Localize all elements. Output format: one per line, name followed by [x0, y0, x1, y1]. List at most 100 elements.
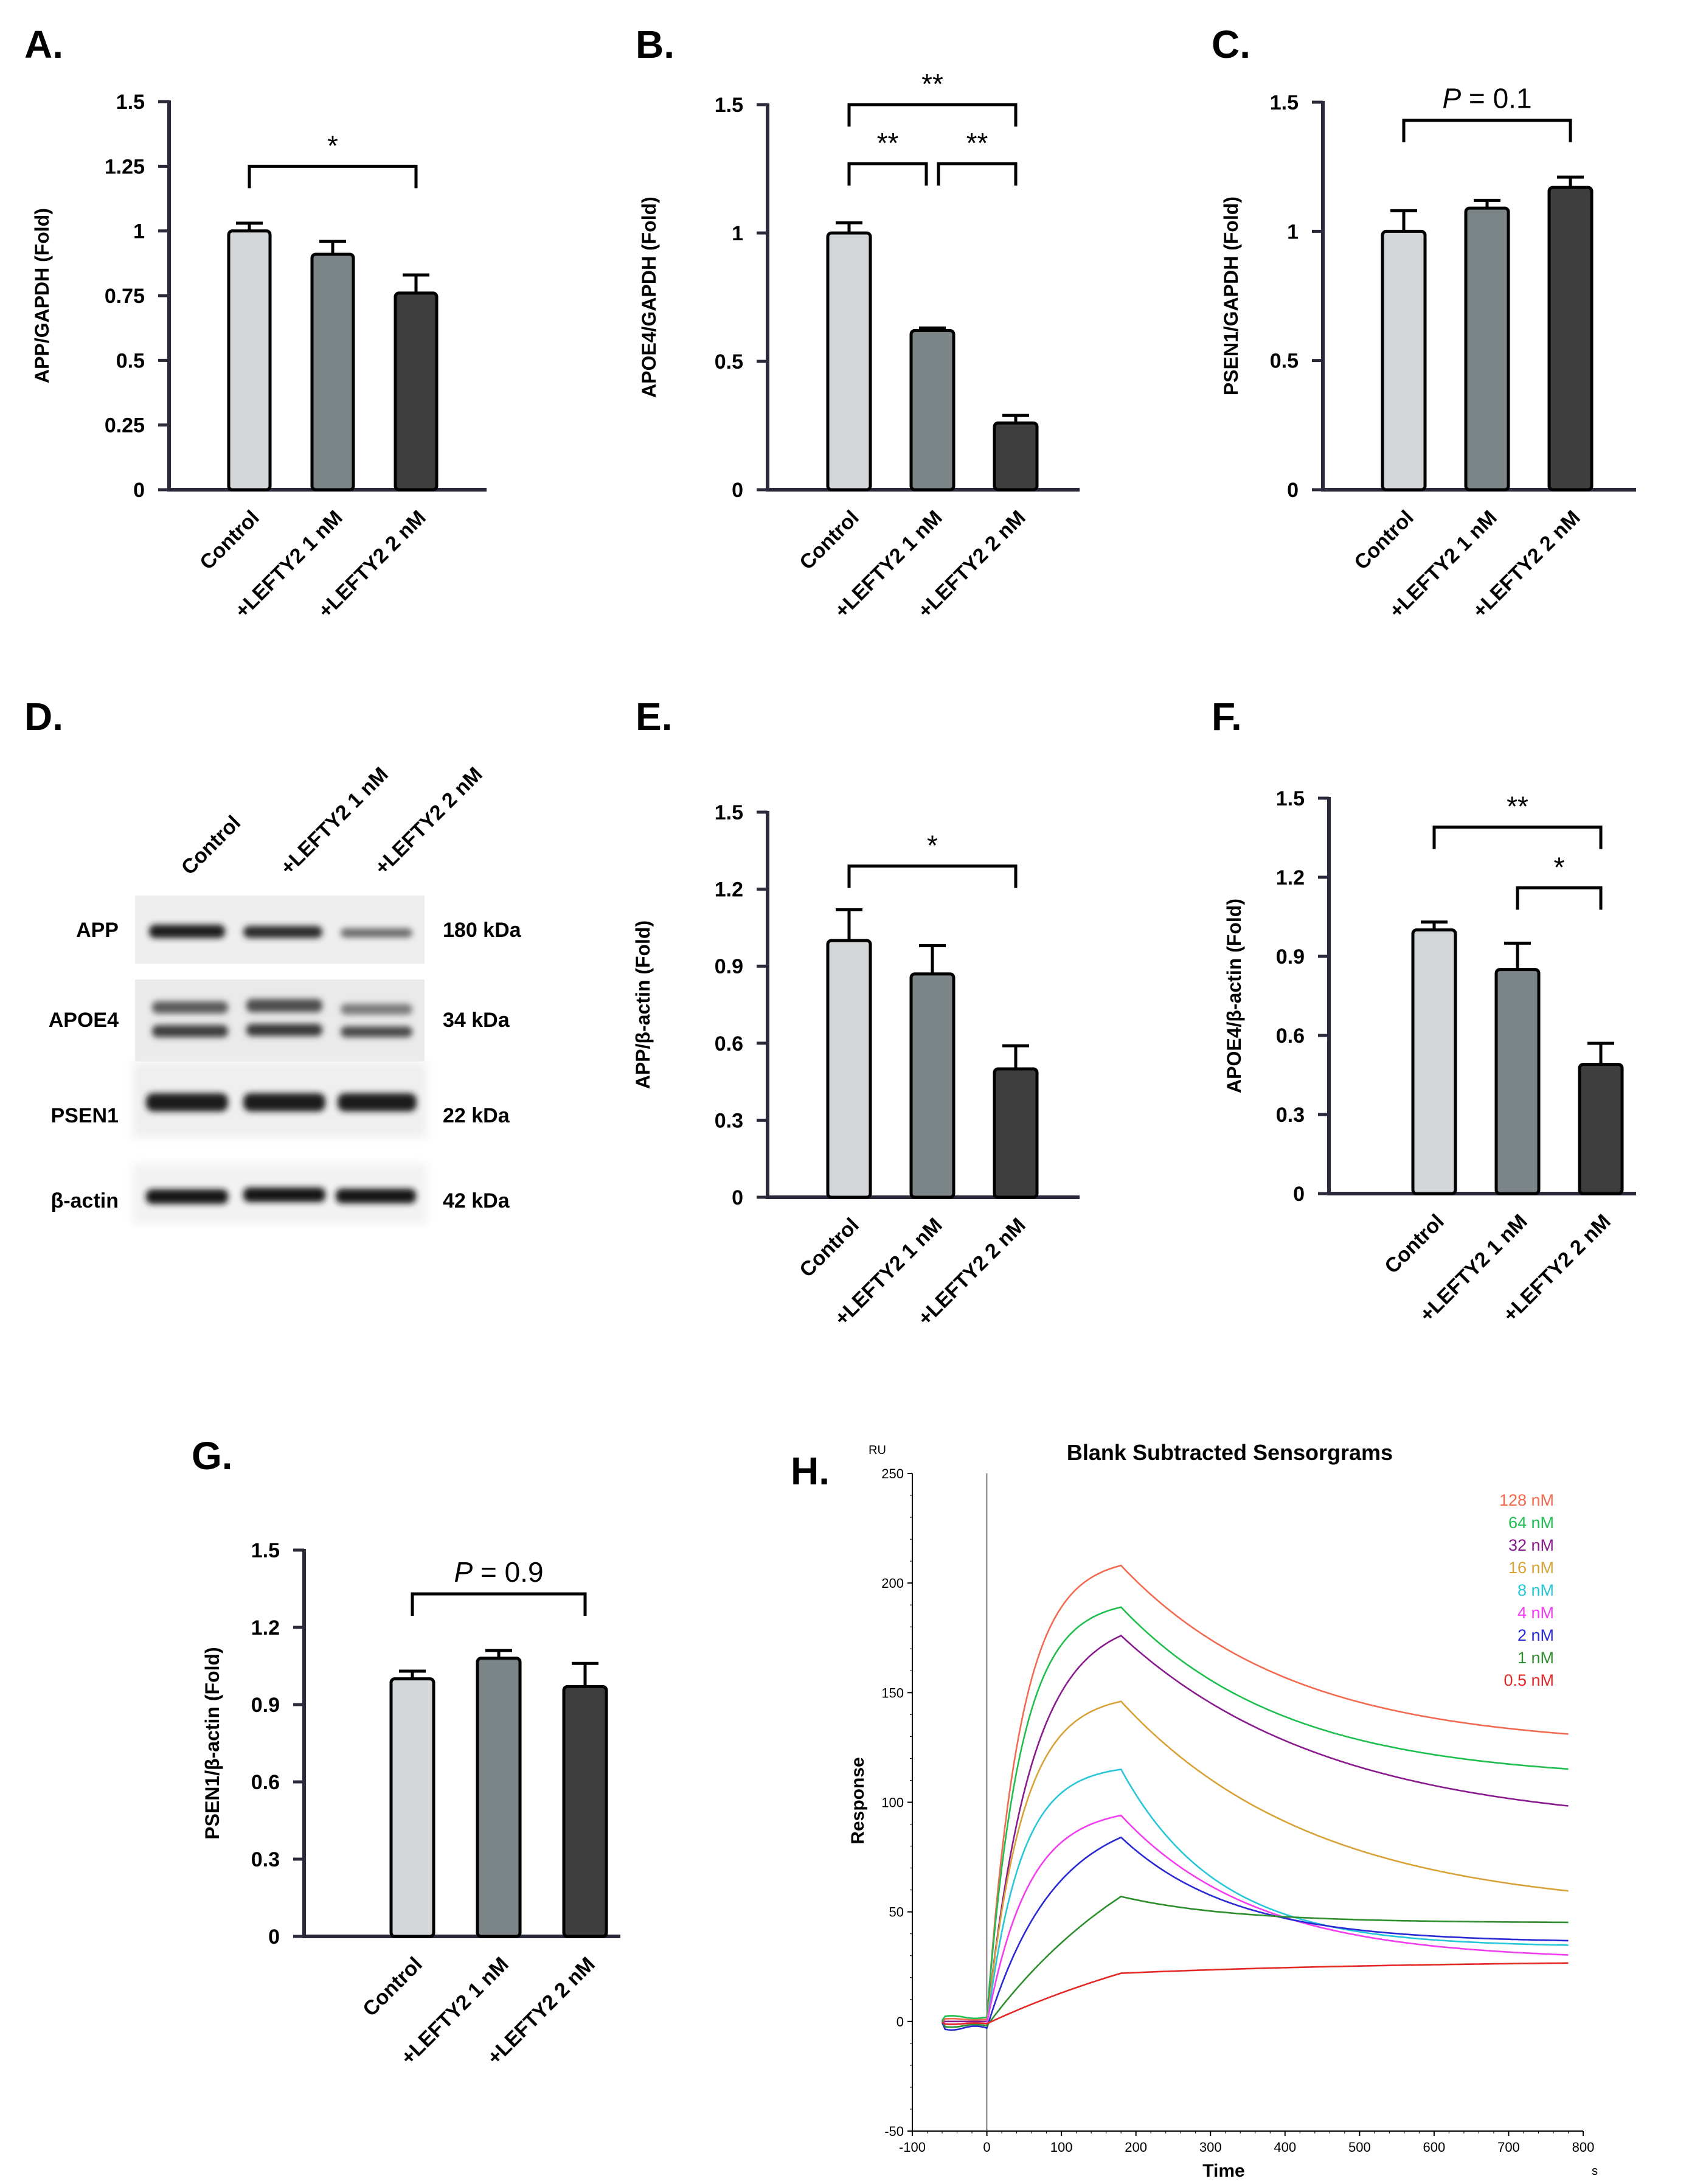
- panel-label-d: D.: [24, 695, 63, 739]
- y-tick-label: 1.2: [715, 878, 743, 902]
- x-tick-label: -100: [899, 2140, 926, 2155]
- y-tick-label: 0: [133, 479, 145, 502]
- chart-h-sensorgram: Blank Subtracted Sensorgrams RU s -50 0 50 100…: [848, 1440, 1598, 2181]
- blot-protein-label: β-actin: [51, 1189, 119, 1212]
- bar: [1464, 206, 1510, 492]
- significance-bracket: [1402, 119, 1572, 142]
- bar: [1578, 1063, 1624, 1195]
- x-tick-label: 600: [1423, 2140, 1446, 2155]
- y-tick-label: 1.25: [105, 155, 145, 178]
- bar: [394, 291, 439, 492]
- y-tick-label: 0.5: [1270, 350, 1299, 373]
- legend-entry: 1 nM: [1517, 1649, 1554, 1667]
- x-tick-label: 800: [1572, 2140, 1595, 2155]
- y-tick-label: 1.5: [1270, 91, 1299, 114]
- y-tick-label: 0: [732, 1186, 743, 1209]
- panel-label-f: F.: [1212, 695, 1242, 739]
- y-tick-label: 1.5: [715, 801, 743, 824]
- legend-entry: 2 nM: [1517, 1626, 1554, 1644]
- y-tick-label: 1.5: [715, 94, 743, 117]
- bar: [993, 1067, 1039, 1199]
- blot-band: [246, 999, 322, 1012]
- blot-strip-apoe4: [135, 979, 425, 1062]
- sensorgram-line: [941, 1836, 1569, 2031]
- x-tick-label: 500: [1348, 2140, 1371, 2155]
- blot-protein-label: APP: [76, 919, 119, 942]
- significance-bracket: [1432, 826, 1603, 849]
- y-tick-label: 1.5: [1276, 787, 1305, 810]
- y-tick-label: 0.6: [251, 1771, 280, 1794]
- sensorgram-line: [941, 1700, 1569, 2025]
- sensorgram-line: [942, 1635, 1569, 2023]
- y-tick-label: 0.75: [105, 285, 145, 308]
- blot-band: [341, 928, 412, 937]
- y-tick-label: 50: [889, 1905, 904, 1920]
- y-tick-label: 250: [881, 1466, 904, 1481]
- y-tick-label: 0.9: [251, 1694, 280, 1717]
- panel-label-h: H.: [791, 1449, 830, 1493]
- blot-band: [338, 1093, 417, 1111]
- y-tick-label: 0: [732, 479, 743, 502]
- blot-band: [341, 1026, 412, 1037]
- y-tick-label: 0.3: [715, 1109, 743, 1132]
- x-unit-label: s: [1592, 2165, 1598, 2178]
- blot-size-label: 42 kDa: [443, 1189, 510, 1212]
- x-tick-label: 100: [1050, 2140, 1073, 2155]
- y-tick-label: 0.6: [1276, 1024, 1305, 1048]
- blot-band: [146, 1189, 228, 1204]
- blot-size-label: 22 kDa: [443, 1104, 510, 1127]
- sensorgram-line: [941, 1606, 1569, 2021]
- sensorgram-line: [941, 1768, 1569, 2028]
- p-value-label: P = 0.1: [1442, 83, 1531, 114]
- y-tick-label: 0.3: [251, 1848, 280, 1871]
- y-tick-label: 1.2: [1276, 866, 1305, 889]
- y-tick-label: 0: [897, 2014, 904, 2029]
- y-tick-label: 0.9: [1276, 945, 1305, 969]
- significance-bracket: [937, 162, 1018, 186]
- y-tick-label: 1.5: [116, 91, 145, 114]
- y-tick-label: 0.3: [1276, 1104, 1305, 1127]
- y-tick-label: 150: [881, 1685, 904, 1700]
- blot-band: [149, 925, 225, 938]
- x-tick-label: 300: [1199, 2140, 1222, 2155]
- significance-label: **: [921, 68, 943, 100]
- blot-band: [152, 1025, 228, 1037]
- y-tick-label: 0.25: [105, 414, 145, 437]
- p-value-symbol: P: [454, 1556, 473, 1588]
- y-unit-label: RU: [869, 1444, 886, 1457]
- x-tick-label: 700: [1497, 2140, 1520, 2155]
- significance-label: **: [877, 127, 899, 159]
- y-axis-label: APP/GAPDH (Fold): [31, 208, 53, 383]
- blot-band: [152, 1001, 228, 1014]
- significance-bracket: [248, 164, 418, 189]
- y-axis-label: PSEN1/β-actin (Fold): [201, 1647, 223, 1839]
- y-axis-label: Response: [848, 1757, 868, 1844]
- bar: [227, 229, 272, 492]
- sensorgram-line: [941, 1564, 1569, 2023]
- panel-label-a: A.: [24, 23, 63, 66]
- legend-entry: 4 nM: [1517, 1604, 1554, 1622]
- y-tick-label: 0.6: [715, 1032, 743, 1055]
- y-axis-label: APOE4/β-actin (Fold): [1223, 899, 1245, 1093]
- panel-label-b: B.: [636, 23, 675, 66]
- significance-label: *: [927, 830, 938, 861]
- y-axis-label: APOE4/GAPDH (Fold): [638, 196, 660, 398]
- y-tick-label: 0: [1287, 479, 1299, 502]
- bar: [476, 1657, 522, 1938]
- blot-band: [341, 1004, 412, 1015]
- blot-protein-label: APOE4: [49, 1009, 119, 1032]
- y-tick-label: 1: [133, 220, 145, 243]
- sensorgram-line: [941, 1814, 1569, 2025]
- significance-bracket: [411, 1592, 587, 1616]
- blot-protein-label: PSEN1: [51, 1104, 119, 1127]
- legend-entry: 16 nM: [1508, 1559, 1554, 1577]
- significance-bracket: [1516, 886, 1603, 910]
- y-tick-label: 1: [732, 222, 743, 245]
- y-tick-label: 0.5: [715, 350, 743, 374]
- p-value-symbol: P: [1442, 83, 1461, 114]
- y-axis-label: APP/β-actin (Fold): [632, 920, 654, 1089]
- x-tick-label: 0: [983, 2140, 990, 2155]
- significance-bracket: [847, 864, 1018, 888]
- bar: [993, 421, 1039, 492]
